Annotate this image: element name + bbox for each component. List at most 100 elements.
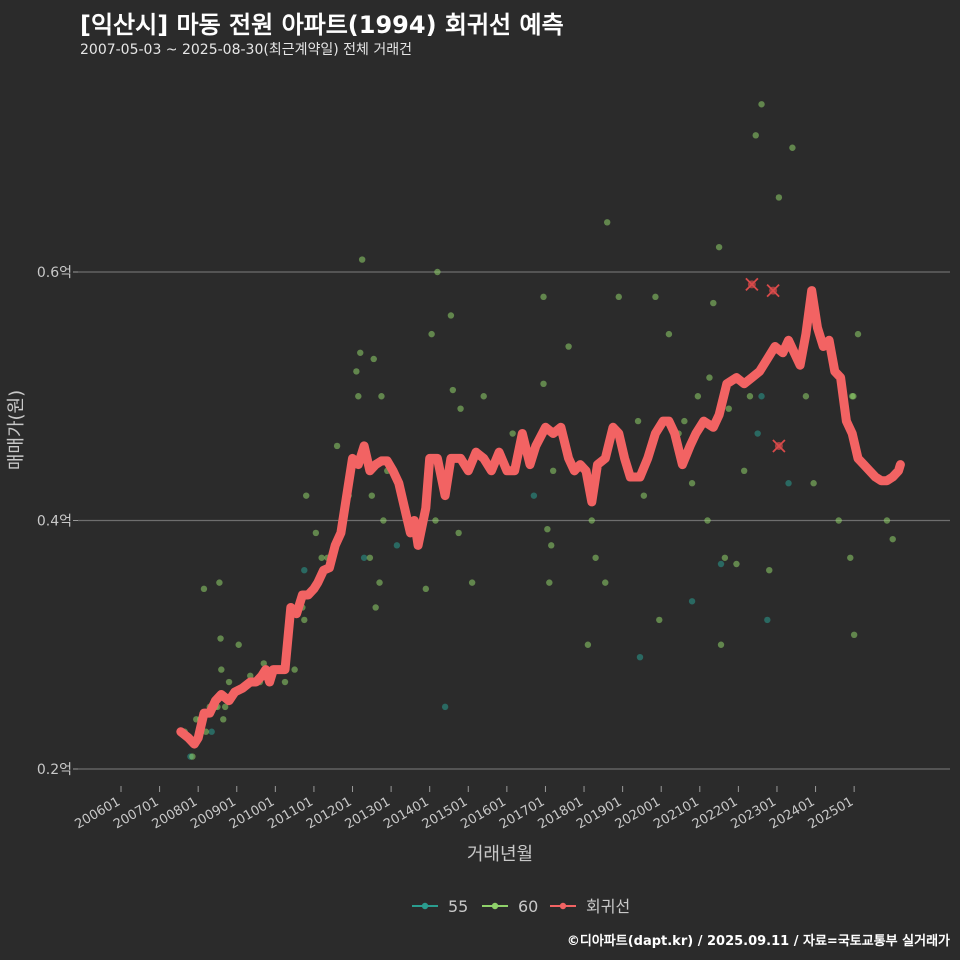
data-point [216,579,223,586]
data-point [235,641,242,648]
data-point [303,492,310,499]
data-point [634,417,642,425]
data-point [376,579,383,586]
legend-marker [421,902,429,910]
data-point [370,355,377,363]
data-point [434,268,441,276]
data-point [704,517,711,524]
footer-credit: ©디아파트(dapt.kr) / 2025.09.11 / 자료=국토교통부 실… [566,934,950,949]
data-point [549,467,557,474]
data-point [694,393,702,400]
data-point [441,703,449,711]
data-point [353,368,360,375]
data-point [636,653,644,661]
data-point [688,598,696,605]
legend-label: 60 [518,897,538,916]
data-point [428,330,435,338]
data-point [540,380,547,388]
data-point [733,560,740,568]
data-point [457,405,464,412]
data-point [360,554,368,561]
data-point [355,393,362,400]
cancelled-markers [745,277,786,453]
legend-label: 회귀선 [586,897,630,916]
data-point [221,703,229,711]
data-point [775,194,783,201]
data-point [758,101,765,108]
data-point [717,560,725,568]
y-tick-label: 0.6억 [37,265,72,281]
data-point [480,393,487,400]
data-point [715,243,723,251]
data-point [432,517,439,524]
data-point [889,535,896,543]
x-axis: 2006012007012008012009012010012011012012… [73,786,856,832]
data-point [301,616,308,624]
data-point [584,641,592,648]
data-point [717,641,725,648]
data-point [530,492,538,499]
regression-layer [176,286,905,749]
data-point [565,343,572,350]
data-point [764,616,771,624]
legend-label: 55 [448,897,468,916]
data-point [854,330,862,338]
data-point [615,293,622,301]
data-point [333,442,341,450]
data-point [546,579,553,586]
data-point [740,467,748,474]
data-point [301,567,308,574]
data-point [449,386,457,394]
data-point [850,393,857,400]
data-point [358,256,366,263]
data-point [544,525,551,533]
data-point [509,430,516,437]
y-axis-label: 매매가(원) [6,390,27,470]
data-point [548,542,555,549]
data-point [766,567,773,574]
data-point [540,293,547,301]
cancelled-x-mark [745,277,759,292]
cancelled-x-mark [772,439,786,453]
data-point [281,678,289,686]
data-point [468,579,476,586]
data-point [260,660,267,667]
data-point [746,393,754,400]
data-point [725,405,732,412]
data-point [447,312,455,319]
y-tick-label: 0.4억 [37,514,72,530]
data-point [200,585,208,593]
data-point [378,393,385,400]
data-point [220,716,227,723]
data-point [752,132,759,139]
data-point [372,604,379,611]
data-point [656,616,663,624]
data-point [758,393,765,400]
data-point [847,554,854,561]
data-point [368,492,376,499]
legend-marker [491,902,499,910]
data-point [665,330,673,338]
data-point [208,728,215,735]
data-point [688,480,696,487]
data-point [710,299,717,307]
data-point [850,631,858,639]
data-point [603,219,611,226]
data-point [810,480,817,487]
data-point [754,430,761,437]
legend: 55 60 회귀선 [412,897,630,916]
y-axis: 0.2억 0.4억 0.6억 [37,265,78,778]
y-tick-label: 0.2억 [37,762,72,778]
data-point [785,480,792,487]
data-point [652,293,659,301]
data-point [789,144,796,151]
regression-line [176,286,905,749]
chart-title: [익산시] 마동 전원 아파트(1994) 회귀선 예측 [80,11,564,39]
data-point [312,529,320,537]
chart-subtitle: 2007-05-03 ~ 2025-08-30(최근계약일) 전체 거래건 [80,42,412,58]
data-point [883,517,891,524]
data-point [247,672,254,680]
data-point [455,529,462,537]
data-point [802,393,810,400]
